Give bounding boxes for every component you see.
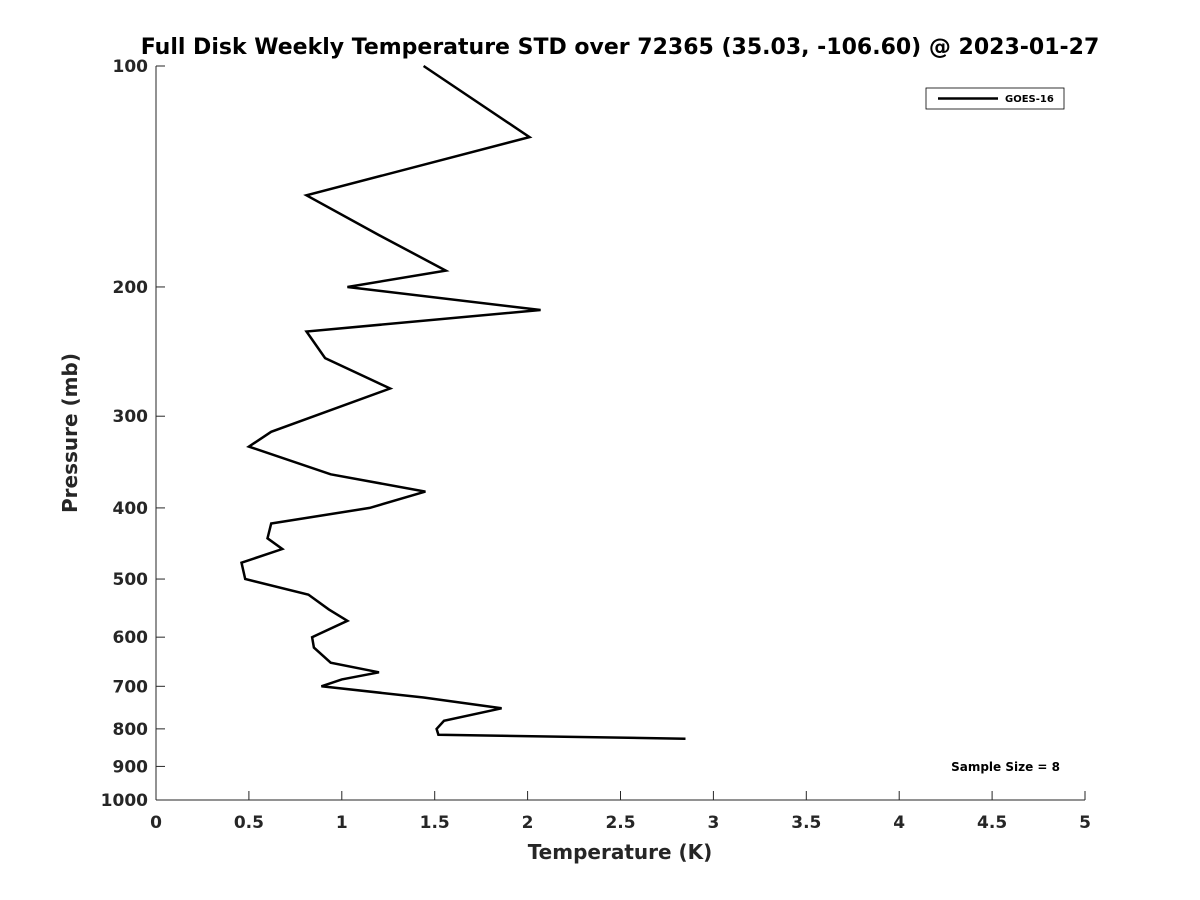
chart-title: Full Disk Weekly Temperature STD over 72… <box>141 35 1100 60</box>
y-tick-label: 900 <box>113 757 149 777</box>
x-tick-label: 4.5 <box>977 813 1007 833</box>
x-tick-label: 0 <box>150 813 162 833</box>
sample-size-annotation: Sample Size = 8 <box>951 760 1060 774</box>
y-axis-label: Pressure (mb) <box>58 353 82 513</box>
x-ticks: 0 0.5 1 1.5 2 2.5 3 3.5 4 4.5 5 <box>150 791 1091 833</box>
x-tick-label: 3 <box>707 813 719 833</box>
y-tick-label: 700 <box>113 677 149 697</box>
legend: GOES-16 <box>925 87 1065 110</box>
x-tick-label: 5 <box>1079 813 1091 833</box>
x-tick-label: 4 <box>893 813 905 833</box>
x-tick-label: 2 <box>522 813 534 833</box>
y-tick-label: 800 <box>113 720 149 740</box>
legend-label-goes-16: GOES-16 <box>1005 94 1054 105</box>
y-tick-label: 500 <box>113 570 149 590</box>
y-tick-label: 600 <box>113 628 149 648</box>
x-tick-label: 2.5 <box>605 813 635 833</box>
y-tick-label: 200 <box>113 278 149 298</box>
series-line-goes-16 <box>240 64 686 740</box>
y-tick-label: 300 <box>113 407 149 427</box>
x-tick-label: 1.5 <box>420 813 450 833</box>
series-layer <box>240 64 686 740</box>
x-tick-label: 0.5 <box>234 813 264 833</box>
y-tick-label: 400 <box>113 499 149 519</box>
x-tick-label: 3.5 <box>791 813 821 833</box>
x-axis-label: Temperature (K) <box>528 840 713 864</box>
y-ticks: 100 200 300 400 500 600 700 800 900 1000 <box>101 57 165 811</box>
x-tick-label: 1 <box>336 813 348 833</box>
y-tick-label: 100 <box>113 57 149 77</box>
y-tick-label: 1000 <box>101 791 148 811</box>
